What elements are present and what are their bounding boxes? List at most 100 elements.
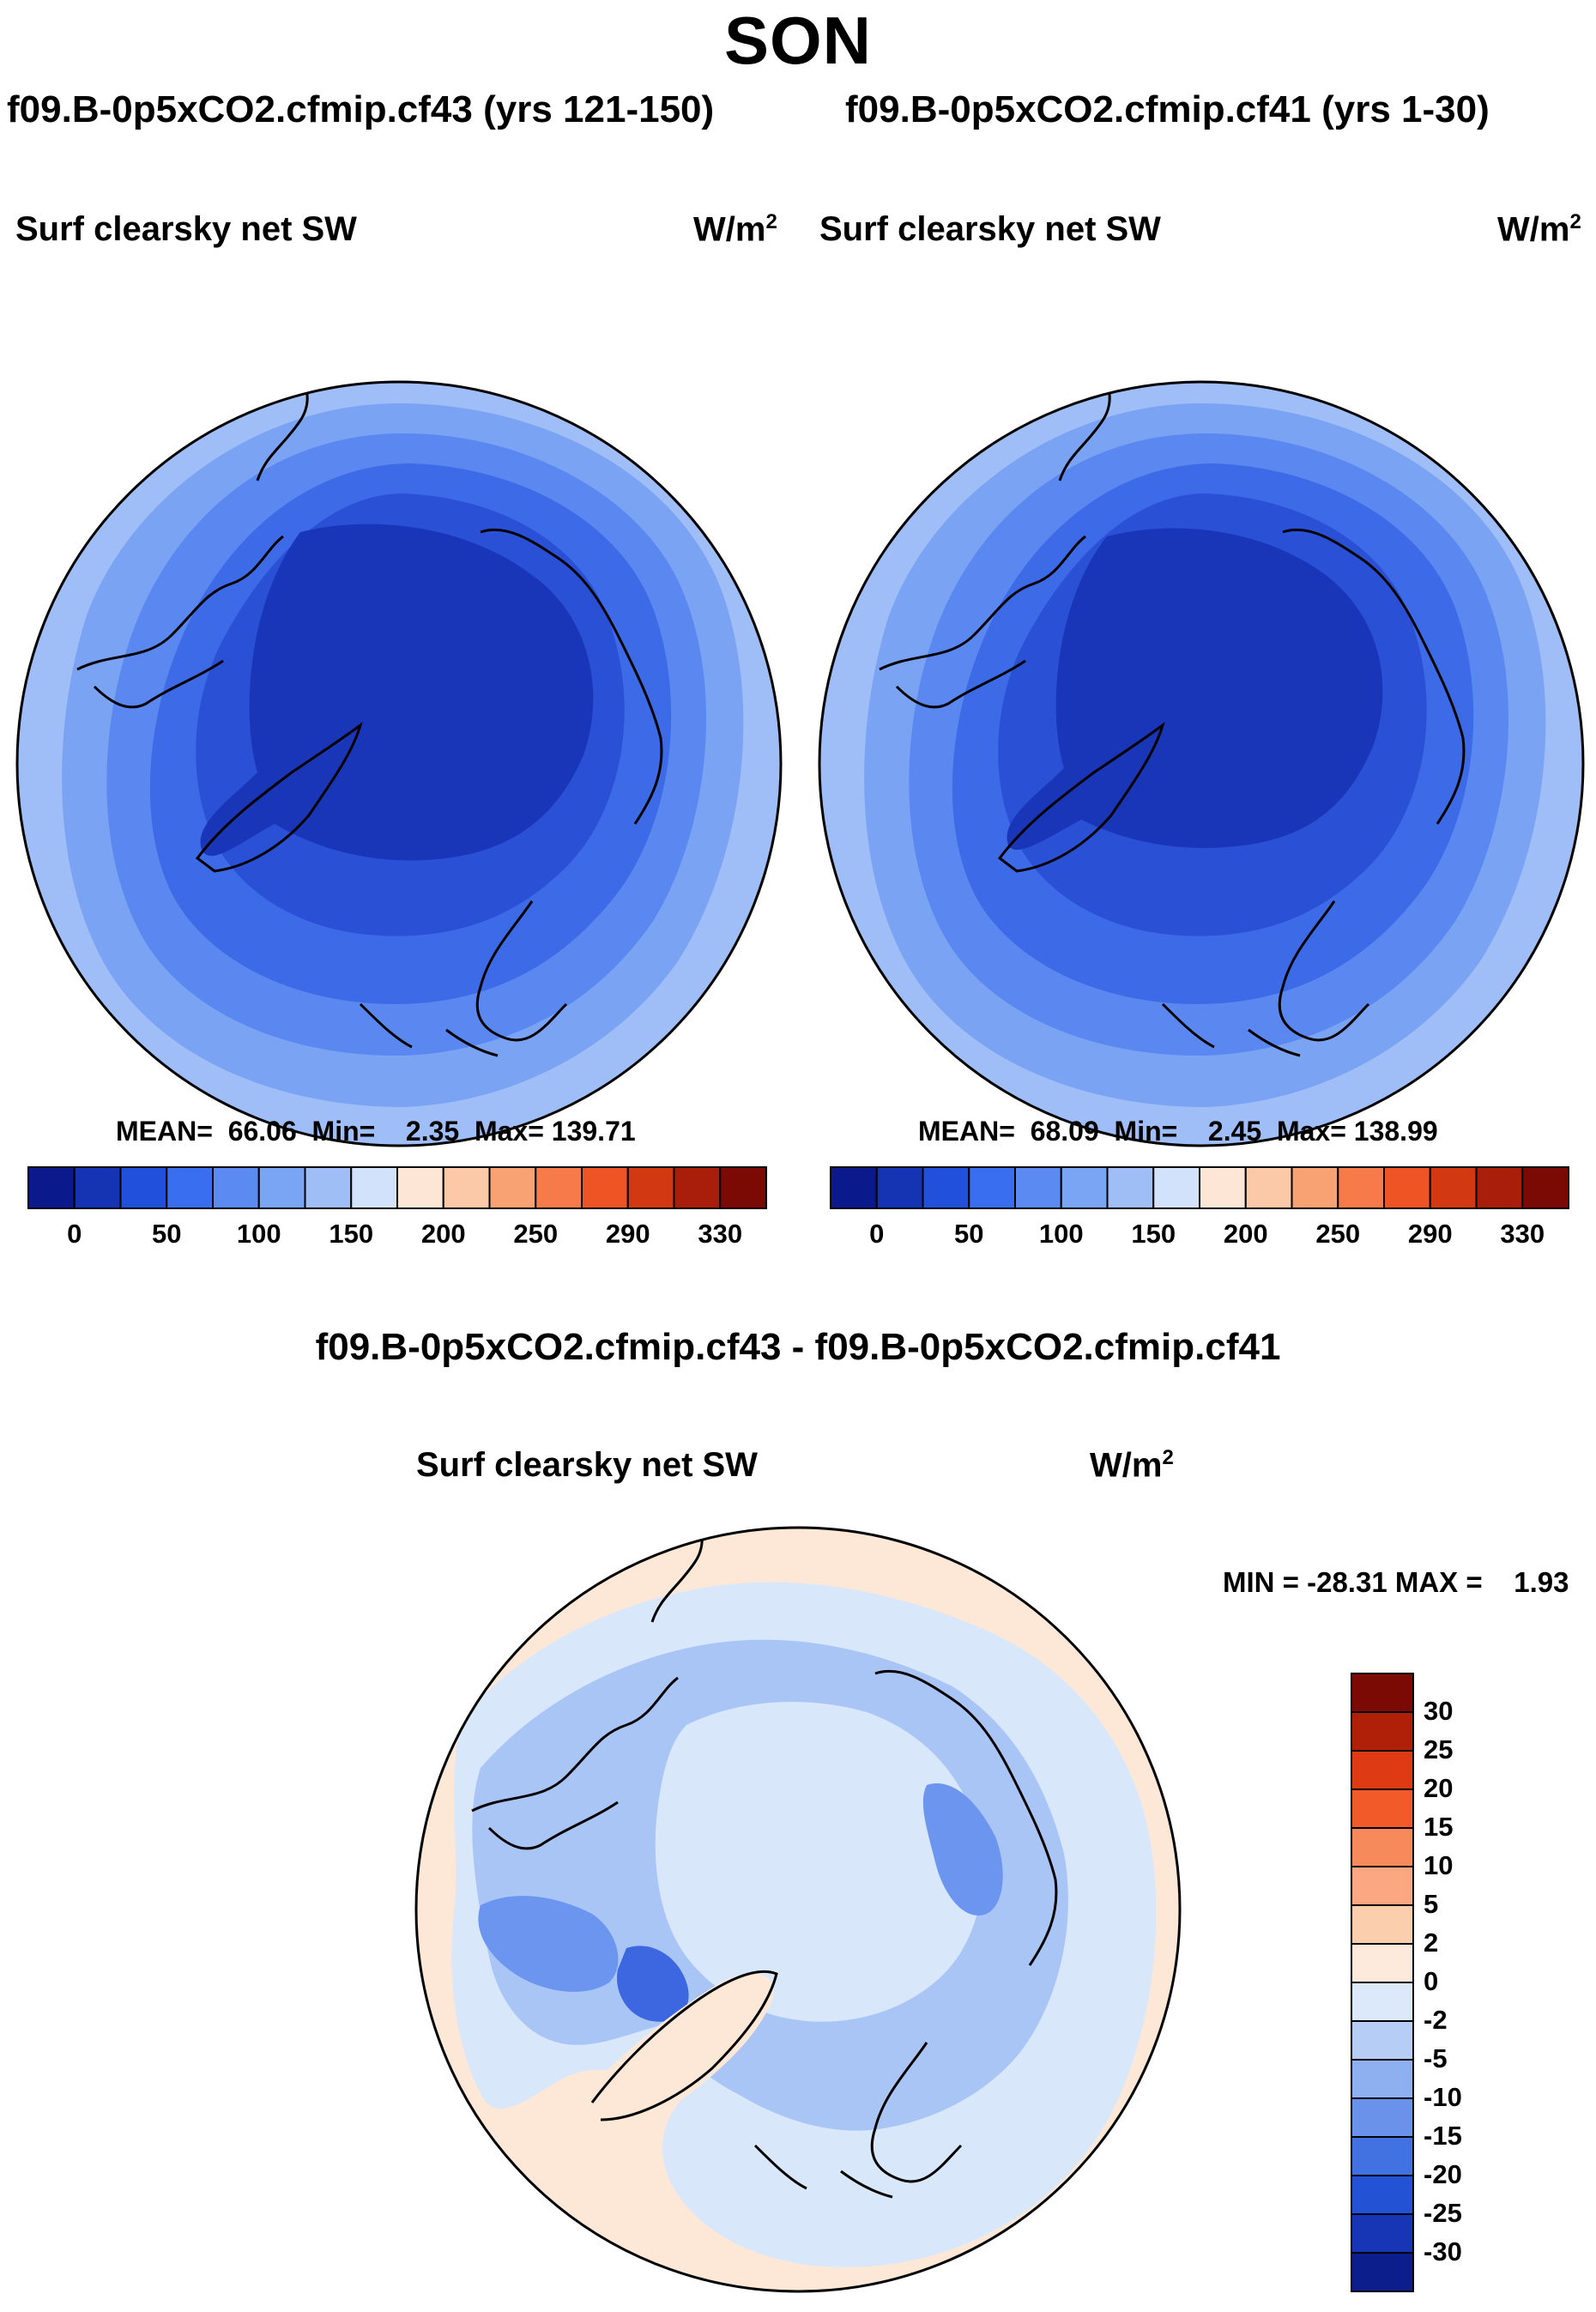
left-colorbar-box-6 (304, 1166, 353, 1209)
diff-colorbar-tick-label: 25 (1424, 1734, 1454, 1764)
left-case-title: f09.B-0p5xCO2.cfmip.cf43 (yrs 121-150) (7, 88, 715, 130)
right-colorbar-box-2 (922, 1166, 970, 1209)
right-map-core (1007, 528, 1383, 850)
right-coast-canada (879, 535, 1086, 709)
right-colorbar-box-7 (1152, 1166, 1200, 1209)
left-colorbar-tick-label: 200 (420, 1219, 466, 1249)
diff-colorbar-tick-label: 2 (1424, 1928, 1439, 1958)
right-coast-scandinavia (1278, 900, 1370, 1042)
diff-colorbar-box-13 (1351, 2175, 1414, 2215)
diff-colorbar-box-9 (1351, 2020, 1414, 2061)
right-colorbar-box-15 (1521, 1166, 1569, 1209)
left-colorbar-tick-label: 330 (698, 1219, 743, 1249)
right-colorbar-tick-label: 200 (1223, 1219, 1268, 1249)
right-units-base: W/m (1497, 210, 1570, 249)
right-case-title: f09.B-0p5xCO2.cfmip.cf41 (yrs 1-30) (845, 88, 1490, 130)
left-colorbar-tick-label: 250 (513, 1219, 559, 1249)
diff-colorbar-box-8 (1351, 1982, 1414, 2022)
right-stats: MEAN= 68.09 Min= 2.45 Max= 138.99 (918, 1116, 1438, 1147)
diff-colorbar-box-0 (1351, 1673, 1414, 1713)
diff-coast-canada (471, 1676, 679, 1850)
diff-coast-europe (753, 2144, 893, 2199)
diff-map-border (414, 1526, 1182, 2293)
diff-units-base: W/m (1090, 1446, 1163, 1485)
left-units-exp: 2 (765, 210, 777, 233)
diff-colorbar-tick-label: -15 (1424, 2121, 1462, 2151)
left-colorbar-box-3 (166, 1166, 214, 1209)
left-coast-scandinavia (475, 900, 568, 1042)
right-coast-alaska (1058, 382, 1111, 481)
diff-colorbar-tick-label: 10 (1424, 1850, 1454, 1880)
diff-title: f09.B-0p5xCO2.cfmip.cf43 - f09.B-0p5xCO2… (315, 1326, 1281, 1368)
right-units-label: W/m2 (1497, 210, 1581, 249)
left-colorbar-tick-label: 50 (152, 1219, 182, 1249)
left-colorbar-box-12 (581, 1166, 629, 1209)
diff-colorbar-box-5 (1351, 1866, 1414, 1906)
right-colorbar-tick-label: 250 (1315, 1219, 1361, 1249)
left-colorbar-box-14 (673, 1166, 722, 1209)
right-colorbar-box-10 (1291, 1166, 1339, 1209)
diff-colorbar-box-6 (1351, 1904, 1414, 1945)
diff-colorbar-tick-label: -25 (1424, 2198, 1462, 2228)
left-colorbar-tick-label: 0 (67, 1219, 82, 1249)
diff-colorbar-tick-label: 30 (1424, 1696, 1454, 1726)
right-colorbar-tick-label: 50 (954, 1219, 984, 1249)
left-colorbar-box-8 (396, 1166, 444, 1209)
left-coast-siberia (480, 528, 663, 825)
left-stats: MEAN= 66.06 Min= 2.35 Max= 139.71 (116, 1116, 636, 1147)
diff-colorbar-box-4 (1351, 1827, 1414, 1867)
right-map-border (818, 380, 1585, 1147)
diff-coast-siberia (874, 1669, 1058, 1966)
left-colorbar-tick-label: 100 (236, 1219, 281, 1249)
left-colorbar-tick-label: 290 (605, 1219, 650, 1249)
left-coast-greenland (195, 722, 363, 873)
diff-colorbar-box-11 (1351, 2097, 1414, 2138)
diff-coast-scandinavia (870, 2042, 963, 2183)
diff-units-exp: 2 (1162, 1446, 1174, 1469)
right-colorbar-box-6 (1106, 1166, 1155, 1209)
left-colorbar-box-10 (488, 1166, 537, 1209)
diff-map-dark-siberia (922, 1783, 1003, 1916)
left-units-base: W/m (693, 210, 766, 249)
left-coast-alaska (256, 382, 309, 481)
diff-colorbar-box-10 (1351, 2059, 1414, 2099)
left-colorbar-tick-label: 150 (329, 1219, 374, 1249)
left-colorbar-box-0 (27, 1166, 76, 1209)
diff-colorbar-tick-label: 20 (1424, 1773, 1454, 1803)
right-variable-label: Surf clearsky net SW (819, 210, 1161, 248)
right-units-exp: 2 (1569, 210, 1581, 233)
diff-colorbar-tick-label: 0 (1424, 1966, 1439, 1996)
left-colorbar-box-15 (719, 1166, 767, 1209)
left-colorbar-box-2 (119, 1166, 168, 1209)
diff-map-greenland-warm (592, 1973, 774, 2122)
right-colorbar-box-14 (1475, 1166, 1524, 1209)
right-coast-greenland (997, 722, 1165, 873)
right-colorbar-tick-label: 0 (869, 1219, 885, 1249)
diff-colorbar-box-3 (1351, 1788, 1414, 1829)
left-coast-canada (76, 535, 284, 709)
diff-colorbar-tick-label: -10 (1424, 2082, 1462, 2112)
diff-colorbar-tick-label: -2 (1424, 2005, 1448, 2035)
right-coast-siberia (1282, 528, 1466, 825)
diff-colorbar-tick-label: 5 (1424, 1889, 1439, 1919)
diff-colorbar-tick-label: 15 (1424, 1812, 1454, 1842)
season-title: SON (723, 3, 873, 78)
right-colorbar-box-4 (1014, 1166, 1062, 1209)
diff-colorbar-box-7 (1351, 1943, 1414, 1983)
right-colorbar-tick-label: 330 (1500, 1219, 1545, 1249)
left-units-label: W/m2 (693, 210, 777, 249)
right-colorbar-tick-label: 150 (1131, 1219, 1176, 1249)
diff-variable-label: Surf clearsky net SW (416, 1446, 758, 1484)
diff-stats: MIN = -28.31 MAX = 1.93 (1223, 1566, 1569, 1598)
diff-coast-alaska (650, 1528, 704, 1623)
diff-colorbar-tick-label: -20 (1424, 2159, 1462, 2189)
right-colorbar-tick-label: 100 (1038, 1219, 1084, 1249)
left-coast-europe (359, 1002, 499, 1057)
right-coast-europe (1161, 1002, 1301, 1057)
right-colorbar-tick-label: 290 (1407, 1219, 1453, 1249)
